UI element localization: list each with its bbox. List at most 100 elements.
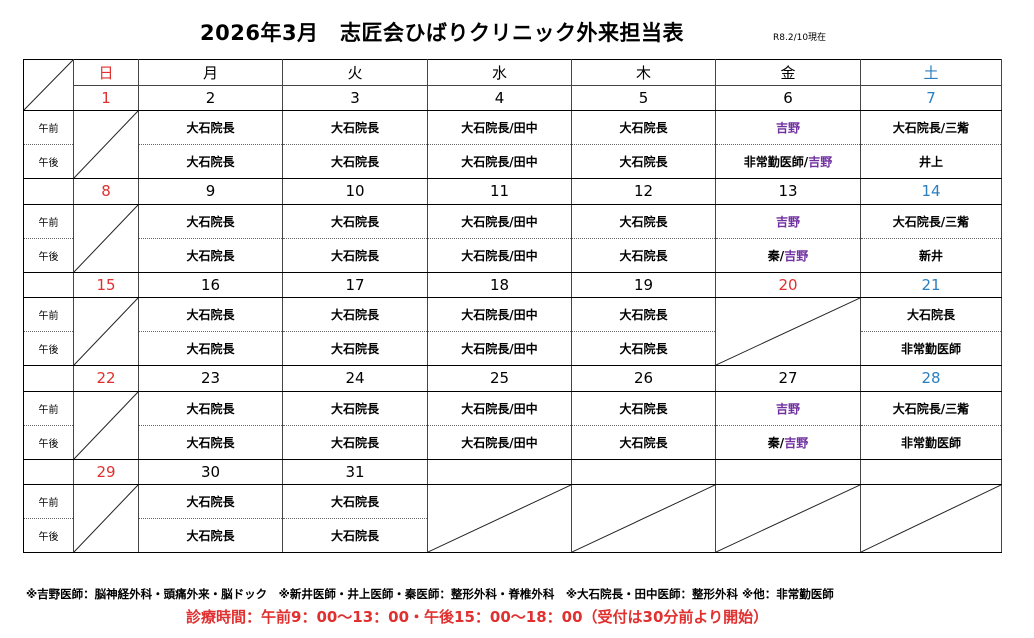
doctor-cell: 大石院長 [571, 144, 716, 179]
doctor-name: 秦/ [767, 248, 785, 263]
day-number [860, 459, 1002, 485]
doctor-cell: 大石院長 [571, 110, 716, 145]
weekday-header: 土 [860, 59, 1002, 86]
doctor-cell: 大石院長 [138, 204, 283, 239]
doctor-cell: 大石院長 [138, 518, 283, 553]
day-number: 4 [427, 85, 572, 111]
closed-cell [571, 484, 716, 553]
day-number: 2 [138, 85, 283, 111]
doctor-cell: 井上 [860, 144, 1002, 179]
day-number: 8 [73, 178, 139, 205]
row-label-blank [23, 459, 74, 485]
afternoon-label: 午後 [23, 425, 74, 460]
doctor-cell: 大石院長 [138, 238, 283, 273]
doctor-cell: 大石院長 [282, 204, 428, 239]
day-number: 5 [571, 85, 716, 111]
day-number: 11 [427, 178, 572, 205]
doctor-cell: 大石院長 [282, 297, 428, 332]
day-number: 1 [73, 85, 139, 111]
day-number [571, 459, 716, 485]
day-number: 31 [282, 459, 428, 485]
afternoon-label: 午後 [23, 238, 74, 273]
afternoon-label: 午後 [23, 144, 74, 179]
weekday-header: 木 [571, 59, 716, 86]
day-number: 13 [715, 178, 861, 205]
doctor-cell: 大石院長 [282, 518, 428, 553]
doctor-cell: 大石院長/田中 [427, 204, 572, 239]
afternoon-label: 午後 [23, 518, 74, 553]
row-label-blank [23, 178, 74, 205]
day-number: 21 [860, 272, 1002, 298]
doctor-cell: 大石院長/田中 [427, 110, 572, 145]
morning-label: 午前 [23, 391, 74, 426]
doctor-name: 秦/ [767, 435, 785, 450]
doctor-cell: 大石院長/田中 [427, 238, 572, 273]
doctor-cell: 秦/吉野 [715, 238, 861, 273]
doctor-cell: 大石院長/三觜 [860, 110, 1002, 145]
day-number: 10 [282, 178, 428, 205]
doctor-cell: 吉野 [715, 204, 861, 239]
doctor-cell: 大石院長 [571, 297, 716, 332]
day-number: 23 [138, 365, 283, 392]
closed-cell [715, 297, 861, 366]
doctor-cell: 大石院長 [282, 238, 428, 273]
doctor-cell: 大石院長 [571, 238, 716, 273]
doctor-cell: 大石院長 [138, 331, 283, 366]
morning-label: 午前 [23, 110, 74, 145]
day-number: 6 [715, 85, 861, 111]
doctor-cell: 吉野 [715, 110, 861, 145]
doctor-cell: 大石院長 [282, 391, 428, 426]
day-number: 7 [860, 85, 1002, 111]
doctor-cell: 大石院長 [138, 144, 283, 179]
closed-cell [73, 297, 139, 366]
day-number [427, 459, 572, 485]
day-number: 18 [427, 272, 572, 298]
doctor-name: 非常勤医師/ [743, 155, 809, 169]
doctor-cell: 大石院長 [282, 484, 428, 519]
corner-cell [23, 59, 74, 111]
doctor-cell: 大石院長 [282, 331, 428, 366]
day-number: 26 [571, 365, 716, 392]
morning-label: 午前 [23, 204, 74, 239]
doctor-cell: 大石院長 [138, 425, 283, 460]
day-number: 12 [571, 178, 716, 205]
doctor-cell: 大石院長/三觜 [860, 204, 1002, 239]
page-title: 2026年3月 志匠会ひばりクリニック外来担当表 [200, 21, 685, 45]
doctor-cell: 大石院長/田中 [427, 144, 572, 179]
doctor-cell: 大石院長 [571, 331, 716, 366]
closed-cell [427, 484, 572, 553]
doctor-cell: 大石院長/田中 [427, 391, 572, 426]
day-number: 15 [73, 272, 139, 298]
doctor-cell: 大石院長/田中 [427, 297, 572, 332]
doctor-cell: 大石院長 [138, 297, 283, 332]
doctor-cell: 大石院長 [282, 144, 428, 179]
schedule-table: 日月火水木金土 1 2 3 4 5 6 7 午前 大石院長 大石院長 大石院長/田中 大石院長 吉野 大石院… [23, 59, 1002, 553]
closed-cell [73, 391, 139, 460]
weekday-header: 火 [282, 59, 428, 86]
doctor-cell: 大石院長/田中 [427, 331, 572, 366]
day-number: 17 [282, 272, 428, 298]
doctor-cell: 大石院長 [138, 484, 283, 519]
day-number: 9 [138, 178, 283, 205]
doctor-cell: 大石院長 [138, 391, 283, 426]
row-label-blank [23, 272, 74, 298]
day-number: 22 [73, 365, 139, 392]
doctor-cell: 新井 [860, 238, 1002, 273]
doctor-cell: 大石院長 [138, 110, 283, 145]
doctor-cell: 秦/吉野 [715, 425, 861, 460]
closed-cell [73, 204, 139, 273]
weekday-header: 水 [427, 59, 572, 86]
weekday-header: 月 [138, 59, 283, 86]
doctor-cell: 大石院長 [282, 110, 428, 145]
weekday-header: 金 [715, 59, 861, 86]
doctor-specialty-note: ※吉野医師：脳神経外科・頭痛外来・脳ドック ※新井医師・井上医師・秦医師：整形外… [26, 587, 834, 601]
clinic-hours: 診療時間：午前9：00～13：00・午後15：00～18：00（受付は30分前よ… [186, 608, 769, 626]
day-number: 20 [715, 272, 861, 298]
day-number: 14 [860, 178, 1002, 205]
row-label-blank [23, 365, 74, 392]
doctor-cell: 大石院長 [860, 297, 1002, 332]
doctor-name-yoshino: 吉野 [808, 155, 833, 169]
day-number: 25 [427, 365, 572, 392]
morning-label: 午前 [23, 297, 74, 332]
day-number: 27 [715, 365, 861, 392]
